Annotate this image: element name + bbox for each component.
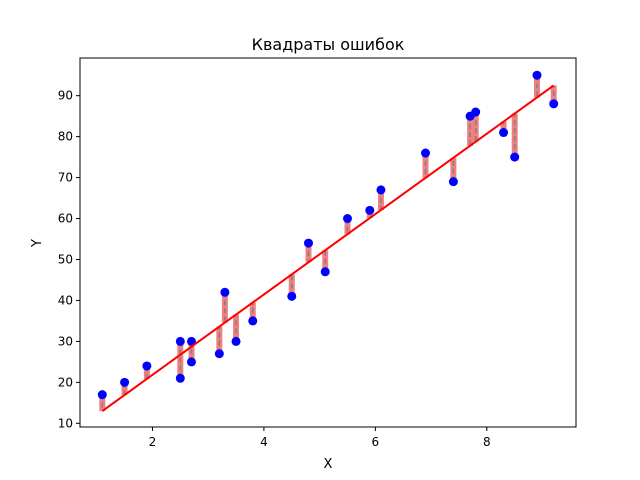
plot-frame xyxy=(79,57,577,428)
data-point-0 xyxy=(97,390,107,400)
data-point-4 xyxy=(175,373,185,383)
data-point-12 xyxy=(303,238,313,248)
data-point-7 xyxy=(214,349,224,359)
data-point-11 xyxy=(287,291,297,301)
data-point-22 xyxy=(510,152,520,162)
x-tick-label: 2 xyxy=(149,435,157,449)
x-axis-label: X xyxy=(324,457,333,472)
data-point-9 xyxy=(231,336,241,346)
y-tick-label: 70 xyxy=(58,171,73,185)
y-tick-label: 50 xyxy=(58,252,73,266)
y-tick-label: 20 xyxy=(58,375,73,389)
plot-area xyxy=(97,70,559,412)
y-axis-label: Y xyxy=(30,239,45,248)
chart-title: Квадраты ошибок xyxy=(252,35,405,54)
x-tick-label: 6 xyxy=(372,435,380,449)
data-point-18 xyxy=(448,177,458,187)
data-point-15 xyxy=(365,205,375,215)
y-tick-label: 30 xyxy=(58,334,73,348)
x-tick-label: 8 xyxy=(483,435,491,449)
data-point-5 xyxy=(186,336,196,346)
data-point-6 xyxy=(186,357,196,367)
regression-line xyxy=(101,84,555,412)
data-point-17 xyxy=(421,148,431,158)
data-point-3 xyxy=(175,336,185,346)
y-tick-label: 80 xyxy=(58,130,73,144)
data-point-16 xyxy=(376,185,386,195)
data-point-8 xyxy=(220,287,230,297)
data-point-21 xyxy=(499,128,509,138)
data-point-13 xyxy=(320,267,330,277)
data-point-10 xyxy=(248,316,258,326)
y-tick-label: 60 xyxy=(58,212,73,226)
data-point-1 xyxy=(120,377,130,387)
x-tick-label: 4 xyxy=(260,435,268,449)
y-tick-label: 10 xyxy=(58,416,73,430)
axes: 2 4 6 8 10 20 30 40 50 60 70 80 90 xyxy=(58,89,491,449)
data-point-20 xyxy=(471,107,481,117)
data-point-24 xyxy=(549,99,559,109)
data-point-14 xyxy=(343,214,353,224)
data-point-23 xyxy=(532,70,542,80)
y-tick-label: 40 xyxy=(58,293,73,307)
y-tick-label: 90 xyxy=(58,89,73,103)
data-point-2 xyxy=(142,361,152,371)
